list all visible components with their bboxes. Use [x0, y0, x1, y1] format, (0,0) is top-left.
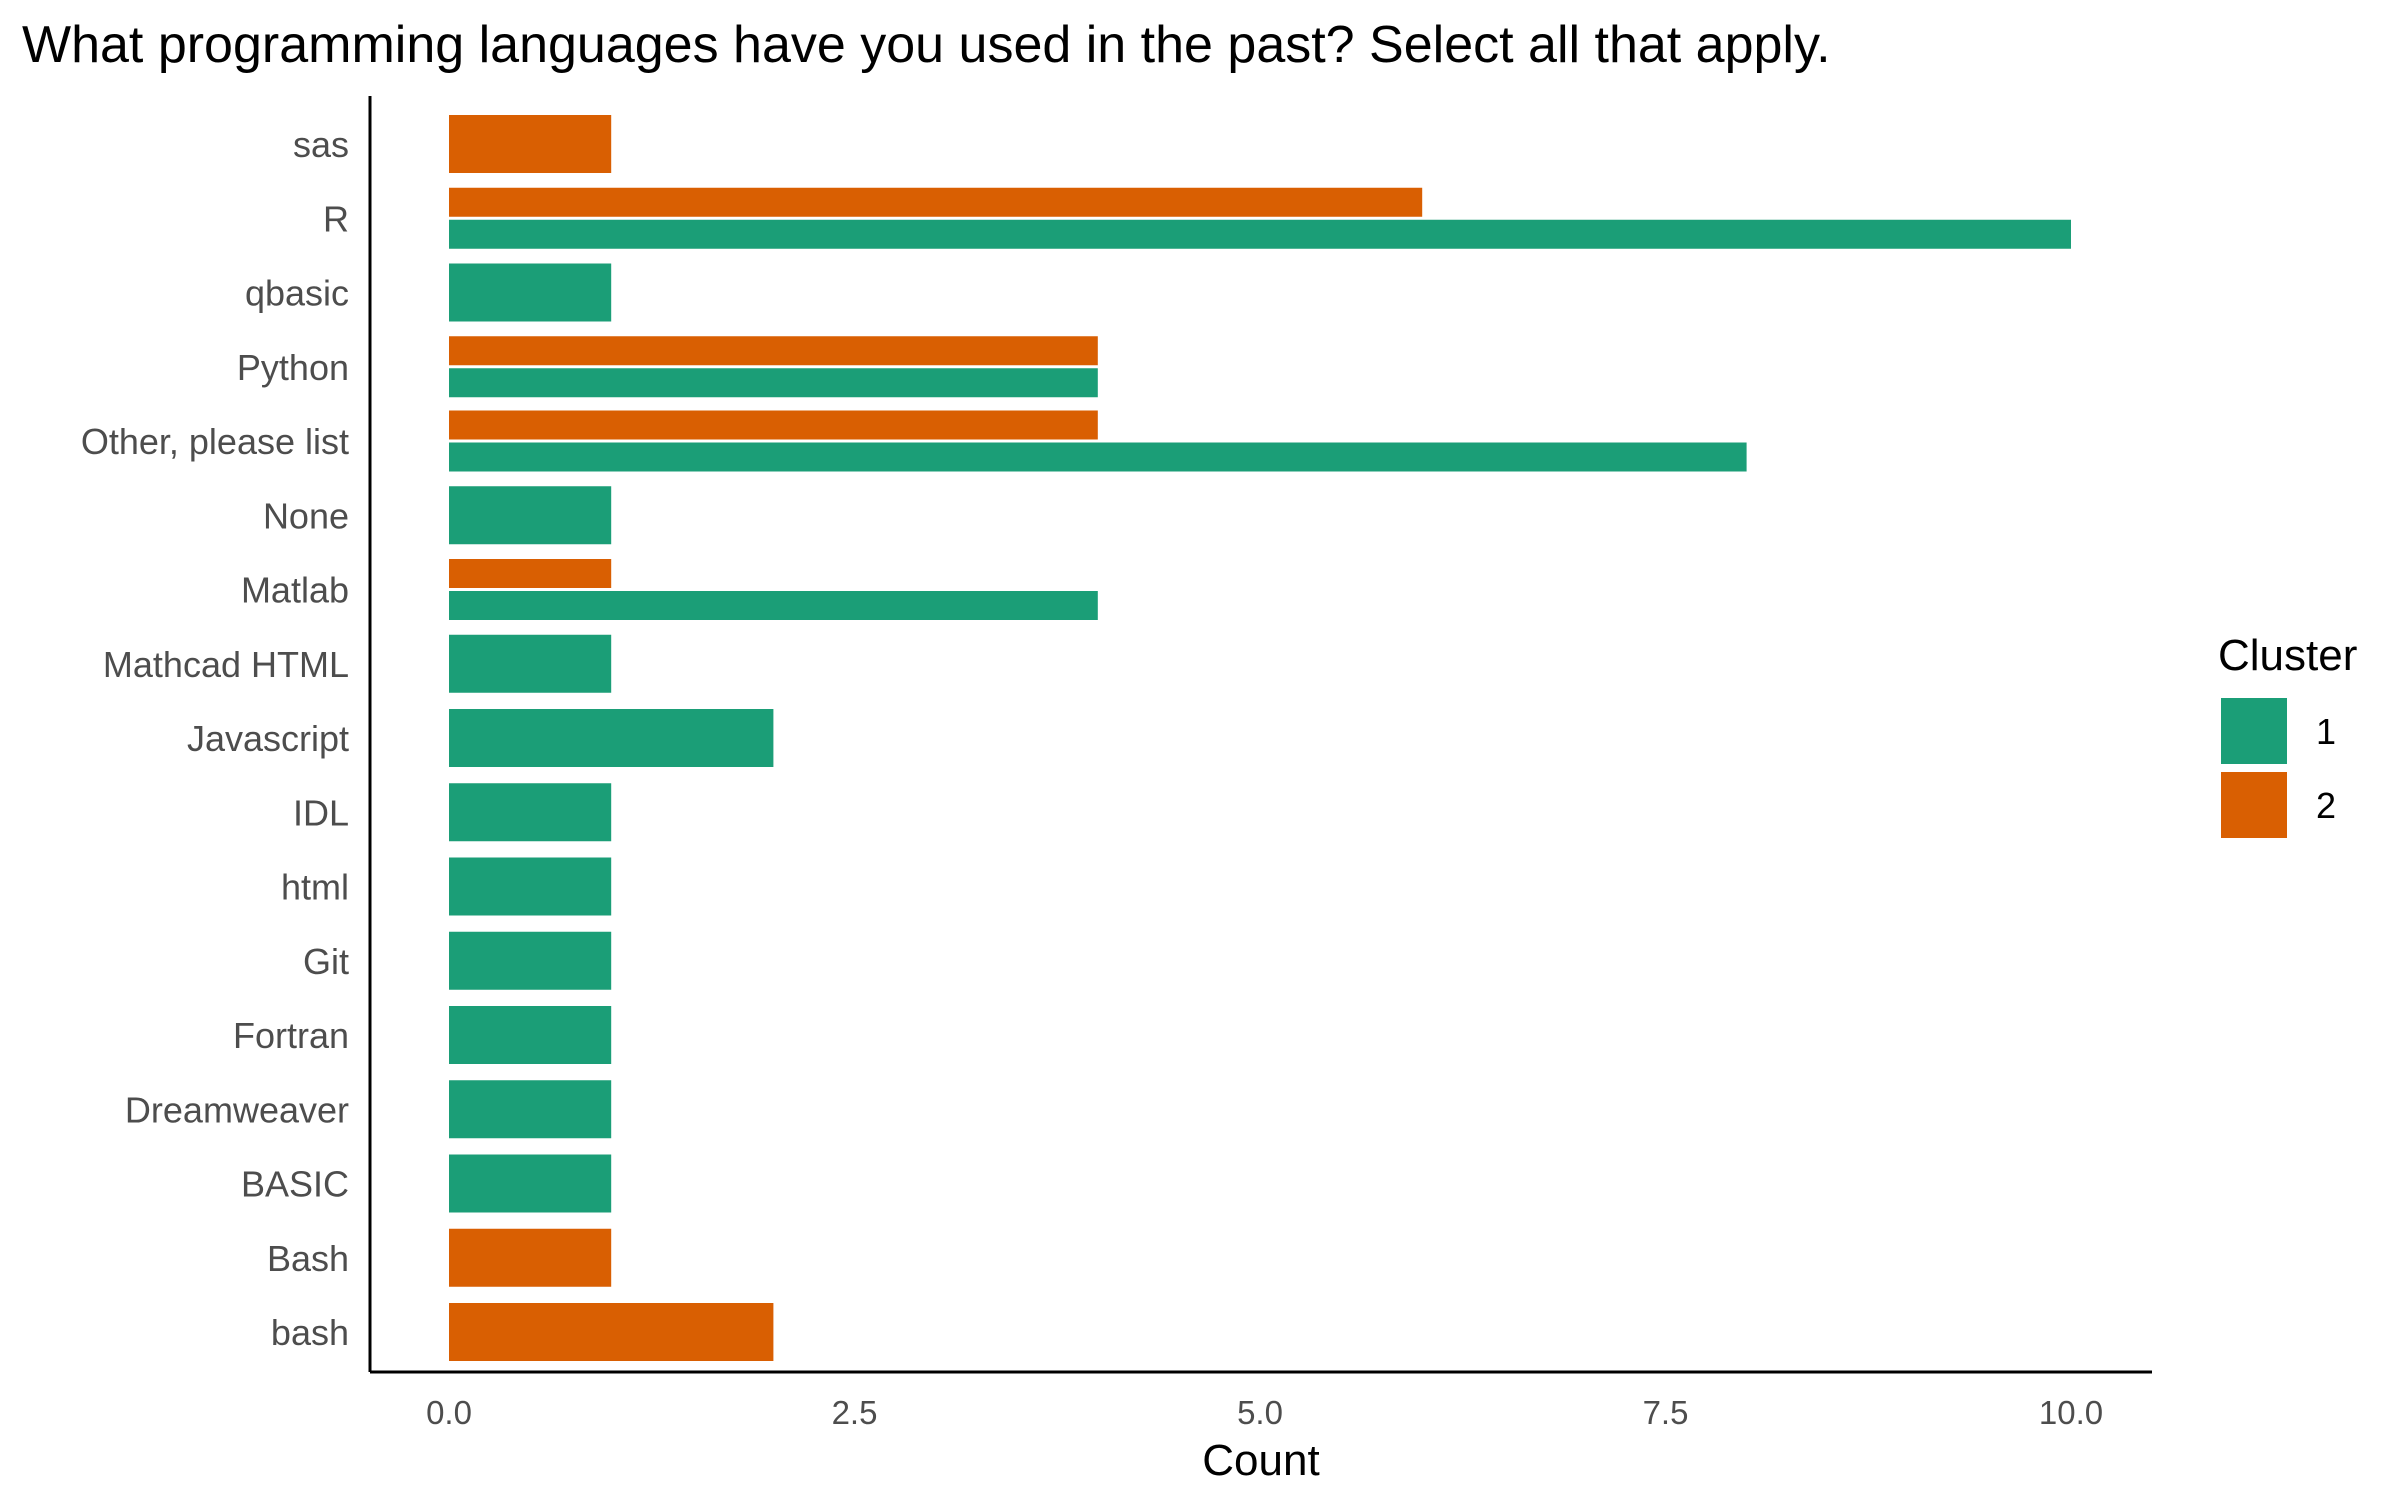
bar-matlab-cluster-2 — [449, 559, 612, 588]
x-tick-label: 7.5 — [1643, 1394, 1689, 1431]
category-label-sas: sas — [293, 124, 349, 165]
category-label-javascript: Javascript — [187, 718, 349, 759]
bar-fortran-cluster-1 — [449, 1006, 612, 1064]
legend-swatch-cluster-2 — [2221, 772, 2287, 838]
category-label-matlab: Matlab — [241, 570, 349, 611]
category-label-html: html — [281, 867, 349, 908]
bar-dreamweaver-cluster-1 — [449, 1080, 612, 1139]
bar-matlab-cluster-1 — [449, 591, 1098, 620]
category-label-python: Python — [237, 347, 349, 388]
bar-bash-cluster-2 — [449, 1228, 612, 1287]
category-label-fortran: Fortran — [233, 1015, 349, 1056]
category-label-git: Git — [303, 941, 349, 982]
bar-r-cluster-1 — [449, 219, 2071, 249]
x-tick-label: 10.0 — [2039, 1394, 2103, 1431]
bar-other-please-list-cluster-1 — [449, 442, 1747, 472]
bar-mathcad-html-cluster-1 — [449, 634, 612, 693]
bar-idl-cluster-1 — [449, 783, 612, 842]
chart-title: What programming languages have you used… — [22, 16, 1831, 74]
x-tick-label: 0.0 — [426, 1394, 472, 1431]
bar-basic-cluster-1 — [449, 1154, 612, 1213]
category-label-r: R — [323, 198, 349, 239]
bar-html-cluster-1 — [449, 857, 612, 916]
bar-none-cluster-1 — [449, 486, 612, 545]
bar-other-please-list-cluster-2 — [449, 410, 1098, 440]
bars-layer — [449, 115, 2071, 1361]
bar-git-cluster-1 — [449, 931, 612, 990]
legend-title: Cluster — [2218, 631, 2357, 680]
bar-python-cluster-2 — [449, 336, 1098, 366]
category-label-idl: IDL — [293, 792, 349, 833]
category-label-dreamweaver: Dreamweaver — [125, 1089, 349, 1130]
bar-r-cluster-2 — [449, 187, 1423, 217]
category-label-basic: BASIC — [241, 1164, 349, 1205]
bar-javascript-cluster-1 — [449, 709, 774, 767]
legend-label-cluster-1: 1 — [2316, 711, 2336, 752]
axes-layer — [368, 96, 2152, 1374]
category-label-other-please-list: Other, please list — [81, 421, 349, 462]
category-label-bash: bash — [271, 1312, 349, 1353]
legend-swatch-cluster-1 — [2221, 698, 2287, 764]
x-tick-label: 2.5 — [832, 1394, 878, 1431]
bar-python-cluster-1 — [449, 368, 1098, 398]
x-tick-labels: 0.0 2.5 5.0 7.5 10.0 — [426, 1394, 2103, 1431]
bar-bash-cluster-2 — [449, 1303, 774, 1361]
category-label-none: None — [263, 495, 349, 536]
legend: Cluster 1 2 — [2218, 631, 2357, 838]
x-tick-label: 5.0 — [1237, 1394, 1283, 1431]
category-label-qbasic: qbasic — [245, 273, 349, 314]
bar-qbasic-cluster-1 — [449, 263, 612, 322]
x-axis-title: Count — [1202, 1436, 1319, 1485]
bar-sas-cluster-2 — [449, 115, 612, 173]
category-label-bash: Bash — [267, 1238, 349, 1279]
category-label-mathcad-html: Mathcad HTML — [103, 644, 349, 685]
legend-label-cluster-2: 2 — [2316, 785, 2336, 826]
